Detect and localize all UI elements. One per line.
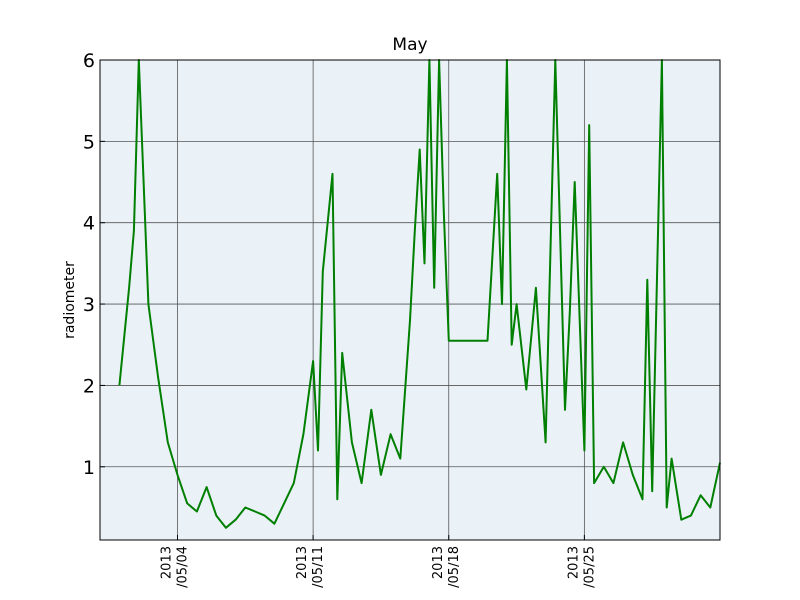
grid-layer	[100, 59, 720, 540]
x-tick-label-line2-1: /05/11	[311, 546, 326, 588]
y-tick-label-1: 2	[83, 375, 95, 397]
x-tick-label-0: 2013/05/04	[160, 546, 191, 588]
y-tick-label-4: 5	[83, 131, 95, 153]
x-tick-label-line1-1: 2013	[295, 546, 310, 579]
x-tick-label-line1-3: 2013	[566, 546, 581, 579]
x-tick-label-1: 2013/05/11	[295, 546, 326, 588]
x-tick-label-line2-0: /05/04	[176, 546, 191, 588]
y-tick-layer: 1 2 3 4 5 6	[83, 50, 105, 479]
x-tick-label-line1-2: 2013	[431, 546, 446, 579]
x-tick-label-line2-2: /05/18	[447, 546, 462, 588]
x-tick-layer: 2013/05/04 2013/05/11 2013/05/18 2013/05/25	[160, 535, 597, 588]
y-tick-label-0: 1	[83, 457, 95, 479]
y-tick-label-5: 6	[83, 50, 95, 72]
plot-background	[100, 60, 720, 540]
plot-frame	[99, 59, 721, 541]
x-tick-label-line2-3: /05/25	[582, 546, 597, 588]
x-tick-label-2: 2013/05/18	[431, 546, 462, 588]
series-line-0	[118, 59, 721, 529]
chart-title: May	[392, 35, 428, 55]
x-tick-label-line1-0: 2013	[160, 546, 175, 579]
y-tick-label-2: 3	[83, 294, 95, 316]
series-layer	[118, 59, 721, 529]
x-tick-label-3: 2013/05/25	[566, 546, 597, 588]
y-tick-label-3: 4	[83, 213, 95, 235]
